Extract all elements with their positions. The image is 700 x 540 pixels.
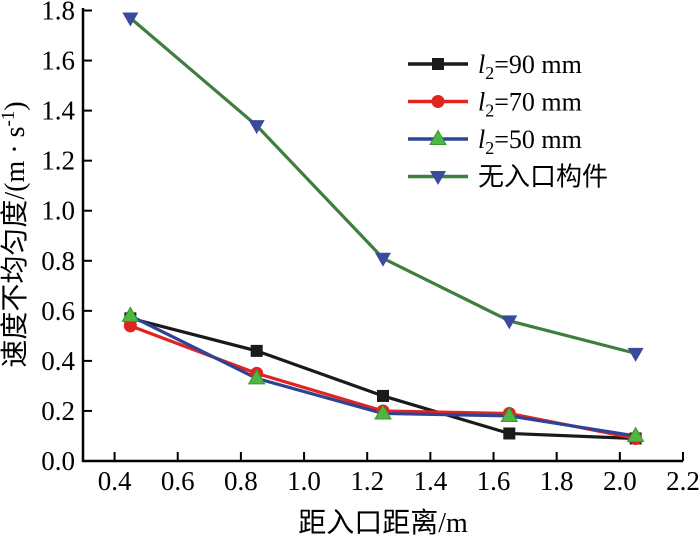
y-axis-title: 速度不均匀度/(m · s-1) (0, 101, 31, 367)
x-tick-label: 1.4 (413, 466, 447, 496)
x-tick-label: 0.4 (98, 466, 132, 496)
marker-circle (431, 95, 445, 108)
x-tick-label: 1.0 (287, 466, 321, 496)
marker-square (432, 58, 444, 70)
x-tick-label: 0.6 (161, 466, 195, 496)
legend-item-no-inlet-component: 无入口构件 (408, 163, 608, 192)
y-tick-label: 0.4 (41, 346, 75, 376)
legend-label: 无入口构件 (478, 163, 608, 192)
x-tick-label: 1.6 (477, 466, 511, 496)
y-tick-label: 1.0 (41, 196, 75, 226)
y-tick-label: 1.2 (41, 146, 75, 176)
marker-triangle-up (429, 129, 447, 145)
y-tick-label: 1.6 (41, 46, 75, 76)
legend-item-l2-50mm: l2=50 mm (408, 125, 582, 158)
marker-triangle-up (121, 306, 140, 322)
series-markers-no-inlet-component (122, 12, 644, 362)
marker-square (250, 344, 263, 357)
marker-triangle-down (430, 171, 446, 185)
x-tick-label: 2.2 (666, 466, 700, 496)
legend-item-l2-70mm: l2=70 mm (408, 88, 582, 121)
x-tick-label: 0.8 (224, 466, 258, 496)
y-tick-label: 1.4 (41, 96, 75, 126)
marker-triangle-up (500, 406, 519, 422)
marker-triangle-down (122, 12, 139, 27)
marker-triangle-up (247, 368, 266, 385)
marker-triangle-down (248, 120, 265, 135)
x-axis-title: 距入口距离/m (298, 507, 468, 539)
legend-item-l2-90mm: l2=90 mm (408, 50, 582, 83)
x-tick-label: 2.0 (603, 466, 637, 496)
marker-triangle-down (627, 347, 644, 362)
marker-circle (123, 319, 137, 333)
y-tick-label: 0.0 (41, 446, 75, 476)
marker-square (377, 389, 389, 402)
y-tick-label: 1.8 (41, 0, 75, 26)
y-tick-label: 0.2 (41, 396, 75, 426)
marker-triangle-down (375, 252, 391, 267)
x-tick-label: 1.8 (540, 466, 574, 496)
series-line-l2-70mm (128, 324, 638, 441)
series-markers-l2-50mm (121, 306, 645, 442)
y-tick-label: 0.8 (41, 246, 75, 276)
legend-label: l2=90 mm (478, 50, 582, 83)
legend-label: l2=50 mm (478, 125, 582, 158)
marker-triangle-down (501, 315, 518, 330)
marker-triangle-up (374, 403, 392, 420)
marker-triangle-up (626, 426, 645, 442)
y-tick-label: 0.6 (41, 296, 75, 326)
legend-label: l2=70 mm (478, 88, 582, 121)
x-tick-label: 1.2 (350, 466, 384, 496)
marker-square (503, 427, 516, 440)
series-line-l2-90mm (128, 316, 638, 441)
